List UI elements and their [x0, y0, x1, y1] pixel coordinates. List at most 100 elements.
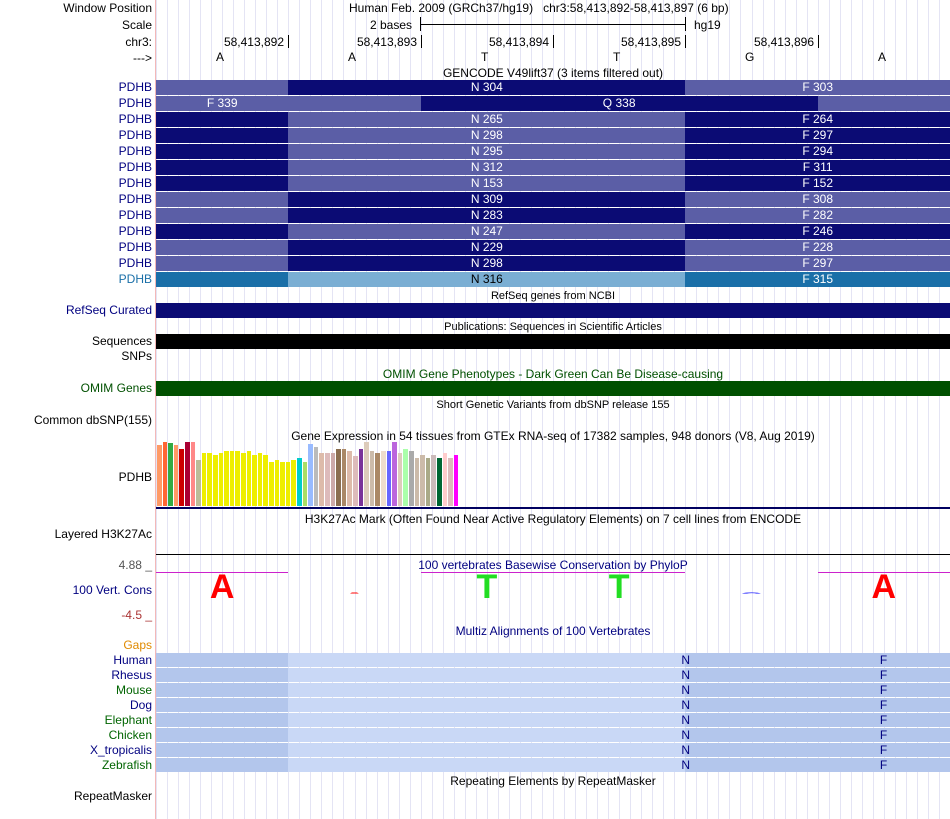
gtex-tissue-bar[interactable] [269, 462, 274, 506]
codon-cell[interactable]: N 265 [288, 112, 686, 127]
alignment-block[interactable] [288, 713, 686, 727]
gtex-tissue-bar[interactable] [313, 447, 319, 506]
alignment-block[interactable] [288, 653, 686, 667]
dbsnp-label[interactable]: Common dbSNP(155) [33, 413, 152, 427]
gtex-tissue-bar[interactable] [201, 453, 207, 506]
gtex-tissue-bar[interactable] [207, 453, 212, 506]
gtex-tissue-bar[interactable] [173, 445, 179, 506]
gtex-tissue-bar[interactable] [224, 451, 229, 506]
codon-cell[interactable] [156, 256, 289, 271]
gtex-tissue-bar[interactable] [325, 453, 330, 506]
alignment-block[interactable] [288, 683, 686, 697]
alignment-block[interactable] [685, 758, 950, 772]
phylop-base-logo[interactable]: T [608, 568, 630, 606]
gencode-row-label[interactable]: PDHB [118, 128, 152, 142]
gencode-transcript[interactable]: N 247 F 246 [156, 224, 950, 239]
codon-cell[interactable] [156, 80, 289, 95]
codon-cell[interactable]: F 339 [156, 96, 289, 111]
alignment-block[interactable] [156, 728, 289, 742]
codon-cell[interactable] [156, 112, 289, 127]
codon-cell[interactable] [817, 96, 950, 111]
gencode-transcript[interactable]: N 298 F 297 [156, 128, 950, 143]
gtex-tissue-bar[interactable] [448, 458, 453, 506]
gtex-tissue-bar[interactable] [414, 458, 420, 506]
gtex-tissue-bar[interactable] [336, 449, 341, 506]
codon-cell[interactable]: N 309 [288, 192, 686, 207]
codon-cell[interactable]: N 298 [288, 128, 686, 143]
gtex-tissue-bar[interactable] [409, 451, 414, 506]
gtex-tissue-bar[interactable] [257, 453, 263, 506]
gtex-tissue-bar[interactable] [297, 458, 302, 506]
codon-cell[interactable]: N 316 [288, 272, 686, 287]
gtex-tissue-bar[interactable] [252, 455, 257, 506]
codon-cell[interactable] [156, 208, 289, 223]
gtex-tissue-bar[interactable] [330, 453, 336, 506]
gencode-row-label[interactable]: PDHB [118, 224, 152, 238]
gtex-tissue-bar[interactable] [229, 451, 235, 506]
publications-title[interactable]: Publications: Sequences in Scientific Ar… [444, 321, 662, 333]
gtex-tissue-bar[interactable] [341, 449, 347, 506]
phylop-title[interactable]: 100 vertebrates Basewise Conservation by… [418, 558, 688, 572]
gtex-tissue-bar[interactable] [369, 451, 375, 506]
refseq-label[interactable]: RefSeq Curated [65, 303, 152, 317]
alignment-block[interactable] [156, 743, 289, 757]
gtex-tissue-bar[interactable] [347, 451, 352, 506]
gencode-row-label[interactable]: PDHB [118, 176, 152, 190]
gtex-label[interactable]: PDHB [118, 470, 152, 484]
gencode-row-label[interactable]: PDHB [118, 256, 152, 270]
refseq-feature[interactable] [156, 303, 950, 318]
multiz-title[interactable]: Multiz Alignments of 100 Vertebrates [455, 624, 651, 638]
gencode-transcript[interactable]: N 265 F 264 [156, 112, 950, 127]
alignment-block[interactable] [156, 713, 289, 727]
alignment-block[interactable] [156, 668, 289, 682]
gtex-tissue-bar[interactable] [397, 453, 403, 506]
alignment-block[interactable] [156, 758, 289, 772]
gtex-tissue-bar[interactable] [157, 445, 162, 506]
alignment-block[interactable] [685, 698, 950, 712]
gtex-tissue-bar[interactable] [392, 442, 397, 506]
alignment-block[interactable] [156, 653, 289, 667]
alignment-block[interactable] [288, 698, 686, 712]
codon-cell[interactable]: F 246 [685, 224, 950, 239]
gencode-row-label[interactable]: PDHB [118, 208, 152, 222]
alignment-block[interactable] [685, 743, 950, 757]
gtex-tissue-bar[interactable] [353, 456, 358, 506]
gtex-tissue-bar[interactable] [364, 442, 369, 506]
codon-cell[interactable]: F 264 [685, 112, 950, 127]
gtex-tissue-bar[interactable] [308, 444, 313, 506]
phylop-label[interactable]: 100 Vert. Cons [72, 583, 152, 597]
gencode-transcript[interactable]: N 316 F 315 [156, 272, 950, 287]
gtex-title[interactable]: Gene Expression in 54 tissues from GTEx … [291, 429, 815, 443]
gencode-transcript[interactable]: F 339 Q 338 [156, 96, 950, 111]
omim-label[interactable]: OMIM Genes [80, 381, 152, 395]
phylop-base-logo[interactable]: G [730, 592, 774, 593]
gtex-tissue-bar[interactable] [442, 453, 448, 506]
alignment-block[interactable] [288, 758, 686, 772]
gtex-tissue-bar[interactable] [302, 462, 308, 506]
alignment-block[interactable] [685, 683, 950, 697]
alignment-block[interactable] [288, 728, 686, 742]
codon-cell[interactable]: N 312 [288, 160, 686, 175]
codon-cell[interactable] [156, 272, 289, 287]
gencode-row-label[interactable]: PDHB [118, 144, 152, 158]
repeatmasker-label[interactable]: RepeatMasker [73, 789, 152, 803]
codon-cell[interactable]: N 153 [288, 176, 686, 191]
codon-cell[interactable] [156, 128, 289, 143]
gtex-tissue-bar[interactable] [190, 442, 196, 506]
gtex-tissue-bar[interactable] [213, 455, 218, 506]
codon-cell[interactable]: Q 338 [420, 96, 818, 111]
gtex-tissue-bar[interactable] [403, 449, 408, 506]
gtex-tissue-bar[interactable] [425, 458, 431, 506]
species-label[interactable]: Chicken [108, 728, 152, 742]
gencode-transcript[interactable]: N 229 F 228 [156, 240, 950, 255]
phylop-base-logo[interactable]: A [871, 568, 897, 606]
dbsnp-title[interactable]: Short Genetic Variants from dbSNP releas… [436, 399, 670, 411]
gtex-tissue-bar[interactable] [375, 453, 380, 506]
codon-cell[interactable]: N 229 [288, 240, 686, 255]
alignment-block[interactable] [685, 728, 950, 742]
refseq-title[interactable]: RefSeq genes from NCBI [490, 290, 616, 302]
codon-cell[interactable]: F 228 [685, 240, 950, 255]
codon-cell[interactable] [156, 240, 289, 255]
alignment-block[interactable] [685, 653, 950, 667]
codon-cell[interactable]: N 283 [288, 208, 686, 223]
